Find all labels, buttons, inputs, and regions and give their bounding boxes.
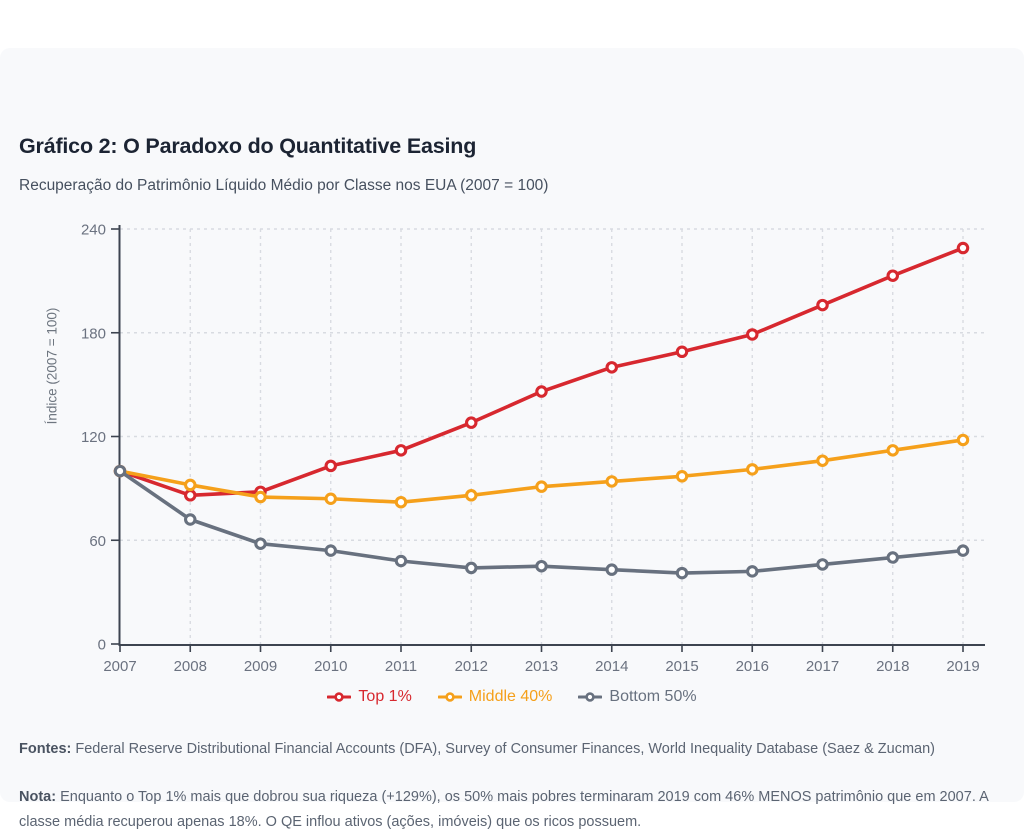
x-tick-label: 2010 — [314, 658, 347, 675]
y-axis-label: Índice (2007 = 100) — [44, 307, 60, 425]
legend-label: Bottom 50% — [609, 688, 697, 705]
x-tick-label: 2011 — [385, 658, 417, 675]
data-point — [535, 385, 548, 398]
data-point — [535, 559, 548, 573]
x-tick-label: 2015 — [665, 658, 698, 675]
data-point — [675, 566, 689, 580]
chart-subtitle: Recuperação do Patrimônio Líquido Médio … — [19, 177, 549, 194]
data-point — [956, 433, 970, 447]
line-chart: 0 60 120 180 240 2007 2008 2009 2010 2011 2012 2013… — [81, 222, 985, 675]
legend-item-top1[interactable]: Top 1% — [327, 688, 412, 706]
y-tick-label: 240 — [81, 222, 106, 239]
x-tick-label: 2007 — [103, 658, 136, 675]
data-point — [675, 345, 689, 359]
data-point — [745, 463, 759, 476]
data-point — [113, 464, 127, 478]
sources-text: Federal Reserve Distributional Financial… — [71, 741, 936, 757]
data-point — [184, 478, 197, 492]
data-point — [464, 561, 478, 575]
data-point — [886, 444, 899, 457]
data-point — [886, 269, 899, 282]
x-tick-label: 2013 — [525, 658, 558, 675]
x-tick-label: 2016 — [736, 658, 769, 675]
data-point — [605, 361, 618, 374]
legend-marker-icon — [327, 692, 352, 702]
x-tick-label: 2017 — [806, 658, 839, 675]
y-tick-label: 60 — [89, 533, 106, 550]
data-point — [956, 544, 970, 557]
analysis-note: Nota: Enquanto o Top 1% mais que dobrou … — [19, 785, 991, 835]
sources-note: Fontes: Federal Reserve Distributional F… — [19, 737, 991, 762]
data-point — [324, 459, 337, 473]
x-tick-label: 2014 — [595, 658, 628, 675]
data-point — [816, 454, 829, 467]
data-point — [816, 298, 829, 312]
data-point — [886, 551, 899, 564]
chart-title: Gráfico 2: O Paradoxo do Quantitative Ea… — [19, 134, 477, 158]
data-point — [394, 554, 408, 568]
y-tick-label: 0 — [98, 637, 106, 654]
legend-marker-icon — [578, 692, 603, 702]
data-point — [605, 563, 618, 576]
x-tick-label: 2008 — [174, 658, 207, 675]
chart-card: Gráfico 2: O Paradoxo do Quantitative Ea… — [0, 48, 1024, 830]
data-point — [394, 495, 408, 509]
sources-label: Fontes: — [19, 741, 72, 757]
data-point — [184, 489, 197, 502]
legend-label: Middle 40% — [468, 688, 553, 705]
y-tick-label: 180 — [81, 325, 106, 342]
note-label: Nota: — [19, 789, 57, 805]
legend-item-bottom50[interactable]: Bottom 50% — [578, 688, 697, 706]
legend-marker-icon — [437, 692, 462, 702]
axis-lines — [118, 225, 985, 646]
x-tick-label: 2012 — [455, 658, 488, 675]
note-text: Enquanto o Top 1% mais que dobrou sua ri… — [19, 789, 988, 830]
data-point — [464, 489, 478, 502]
legend-label: Top 1% — [358, 688, 412, 705]
data-point — [324, 544, 337, 557]
chart-legend: Top 1% Middle 40% Bottom 50% — [0, 688, 1024, 706]
y-tick-label: 120 — [81, 429, 106, 446]
data-point — [745, 328, 759, 341]
data-point — [956, 241, 970, 255]
data-point — [605, 475, 618, 488]
data-point — [394, 444, 408, 457]
data-point — [675, 470, 689, 483]
data-point — [184, 513, 197, 526]
data-point — [816, 558, 829, 571]
data-point — [324, 492, 337, 505]
x-tick-label: 2019 — [946, 658, 979, 675]
data-point — [254, 490, 267, 504]
data-point — [254, 537, 267, 550]
legend-item-middle40[interactable]: Middle 40% — [437, 688, 553, 706]
data-point — [745, 565, 759, 578]
x-tick-label: 2018 — [876, 658, 909, 675]
data-point — [535, 480, 548, 493]
x-tick-label: 2009 — [244, 658, 277, 675]
data-point — [464, 416, 478, 429]
